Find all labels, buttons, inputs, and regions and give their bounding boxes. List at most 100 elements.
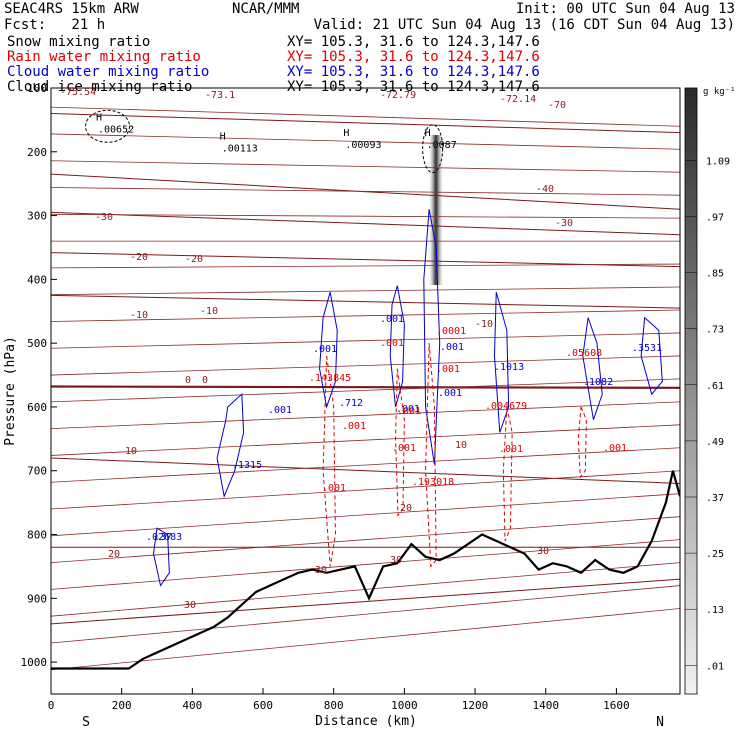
mixing-ratio-contour [493,291,510,433]
y-tick-label: 1000 [21,656,48,669]
x-axis: 0 200 400 600 800 1000 1200 1400 1600 [48,688,630,712]
cloud-water-label: .001 [268,405,292,416]
rain-label: .143845 [309,373,351,384]
x-tick-label: 600 [253,699,273,712]
cloud-water-label: .02683 [146,532,182,543]
cloud-water-label: .001 [313,344,337,355]
colorbar-label: .49 [706,437,724,448]
y-tick-label: 500 [27,337,47,350]
hydrometeor-contours [85,109,663,587]
mixing-ratio-contour [640,316,663,396]
rain-label: .001 [436,364,460,375]
snow-high-value: .00093 [345,140,381,151]
isotherm-line [51,294,680,309]
colorbar-label: .25 [706,549,724,560]
field-cloud-ice-xy: XY= 105.3, 31.6 to 124.3,147.6 [287,79,540,95]
isotherm-label: 20 [108,549,120,560]
x-tick-label: 400 [182,699,202,712]
mixing-ratio-contour [319,291,338,409]
colorbar-label: .13 [706,605,724,616]
y-tick-label: 900 [27,592,47,605]
isotherm-line [51,470,680,510]
isotherm-label: -10 [200,306,218,317]
mixing-ratio-contour [577,406,587,479]
field-cloud-ice-name: Cloud ice mixing ratio [7,79,193,95]
x-tick-label: 1600 [603,699,630,712]
y-top-label: 100 [27,82,47,95]
isotherm-line [51,160,680,173]
isotherm-label: 10 [455,440,467,451]
x-axis-label: Distance (km) [315,714,417,729]
isotherm-label: 30 [315,565,327,576]
isotherm-line [51,457,680,484]
y-tick-label: 300 [27,210,47,223]
isotherm-label: -10 [130,310,148,321]
mixing-ratio-contour [216,393,245,499]
convective-core-shading [428,135,444,285]
cloud-water-label: .001 [380,314,404,325]
mixing-ratio-contour [395,368,405,517]
mixing-ratio-contour [423,209,441,465]
x-tick-label: 1200 [462,699,489,712]
rain-label: .001 [380,338,404,349]
snow-high-value: .00113 [222,143,258,154]
colorbar-ramp [684,87,698,695]
colorbar: 1.09 .97 .85 .73 .61 .49 .37 .25 .13 .01 [684,87,730,695]
model-title: SEAC4RS 15km ARW [4,1,139,17]
mixing-ratio-contour [389,285,405,408]
isotherm-line [51,539,680,590]
plot-area [51,106,680,671]
isotherm-label: -20 [185,254,203,265]
isotherm-line [51,332,680,349]
mixing-ratio-contour [322,355,336,567]
colorbar-label: .73 [706,325,724,336]
init-time: Init: 00 UTC Sun 04 Aug 13 [515,1,735,17]
isotherm-label: -75.54 [60,87,96,98]
isotherm-label: -70 [548,100,566,111]
isotherm-line [51,252,680,268]
plot-frame [50,87,681,695]
isotherm-line [51,263,680,269]
isotherm-label: 30 [390,555,402,566]
isotherm-label: 30 [537,546,549,557]
isotherm-label: -72.79 [380,90,416,101]
isotherm-line [51,286,680,296]
isotherm-label: -30 [555,218,573,229]
isotherm-line [51,608,680,671]
cloud-water-label: .3531 [632,343,662,354]
isotherm-label: -20 [130,252,148,263]
isotherm-label: 30 [184,600,196,611]
left-endpoint-label: S [82,715,90,730]
isotherm-line [51,424,680,456]
institution: NCAR/MMM [232,1,300,17]
isotherm-label: -73.1 [205,90,235,101]
isotherm-line [51,493,680,537]
y-tick-label: 600 [27,401,47,414]
isotherm-line [51,385,680,389]
isotherm-line [51,213,680,219]
cloud-water-label: .712 [339,398,363,409]
isotherm-line [51,516,680,563]
rain-label: .193018 [412,477,454,488]
mixing-ratio-contour [502,406,513,542]
rain-label: .001 [397,406,421,417]
y-tick-label: 700 [27,465,47,478]
isotherm-line [51,447,680,483]
y-tick-label: 400 [27,273,47,286]
ice-contour [85,109,131,143]
field-cloud-water-xy: XY= 105.3, 31.6 to 124.3,147.6 [287,64,540,80]
right-endpoint-label: N [656,715,664,730]
y-axis: 200 300 400 500 600 700 800 900 1000 100 [21,82,57,669]
field-rain-xy: XY= 105.3, 31.6 to 124.3,147.6 [287,49,540,65]
rain-label: .001 [499,444,523,455]
mixing-ratio-contour [152,527,170,587]
x-tick-label: 0 [48,699,55,712]
isotherm-line [51,211,680,236]
snow-high-marker: H [343,128,349,139]
rain-label: .001 [342,421,366,432]
terrain-profile [51,470,680,670]
y-tick-label: 200 [27,146,47,159]
isotherm-line [51,378,680,403]
field-rain-name: Rain water mixing ratio [7,49,201,65]
